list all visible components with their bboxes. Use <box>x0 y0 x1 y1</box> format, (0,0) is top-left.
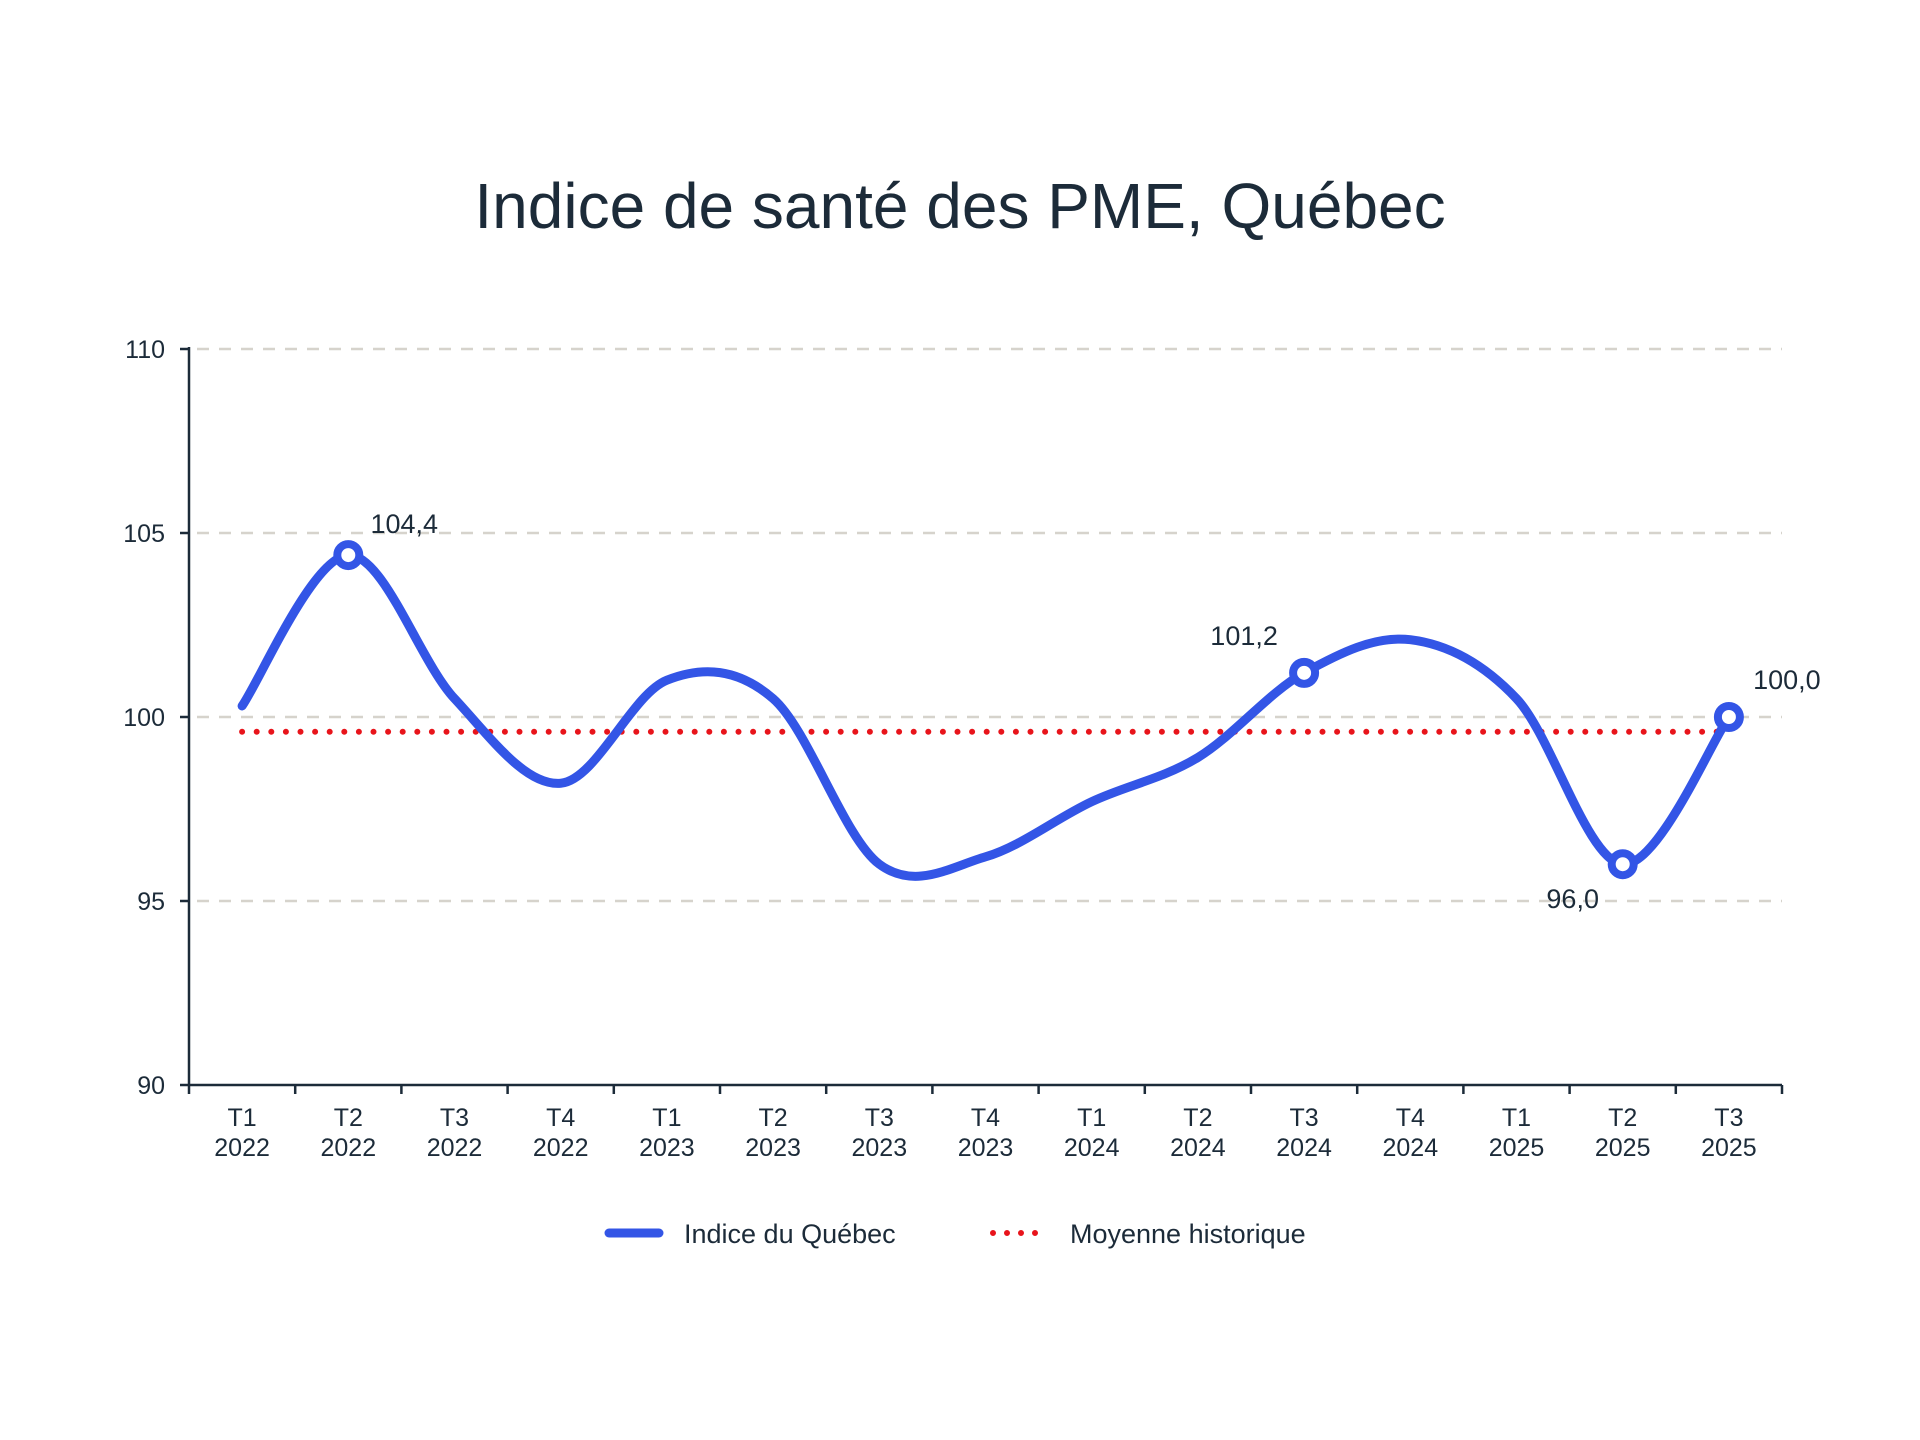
x-tick-label: T3 2022 <box>427 1104 483 1162</box>
data-point-marker <box>1713 702 1744 732</box>
data-point-marker <box>1289 657 1320 688</box>
x-tick-label: T1 2022 <box>214 1104 270 1162</box>
x-tick-label: T3 2023 <box>851 1104 907 1162</box>
legend: Indice du Québec Moyenne historique <box>604 1219 1306 1249</box>
data-label: 96,0 <box>1546 884 1599 914</box>
data-point-marker <box>333 540 364 571</box>
x-tick-label: T2 2023 <box>745 1104 801 1162</box>
grid-lines <box>197 347 1782 903</box>
data-point-marker <box>1607 849 1638 880</box>
x-tick-label: T4 2022 <box>533 1104 589 1162</box>
legend-label-moyenne: Moyenne historique <box>1070 1219 1306 1249</box>
data-label: 101,2 <box>1210 621 1278 651</box>
y-tick-label: 105 <box>123 520 165 548</box>
y-tick-label: 100 <box>123 704 165 732</box>
data-label: 100,0 <box>1753 665 1821 695</box>
series-group: 104,4 101,2 96,0 100,0 <box>237 509 1821 914</box>
x-axis: T1 2022 T2 2022 T3 2022 T4 2022 T1 2023 T2 2023 T3 20… <box>187 1083 1784 1162</box>
y-tick-label: 90 <box>137 1072 165 1100</box>
legend-label-indice: Indice du Québec <box>684 1219 896 1249</box>
x-tick-label: T3 2024 <box>1276 1104 1332 1162</box>
chart-title: Indice de santé des PME, Québec <box>474 170 1445 242</box>
y-tick-label: 95 <box>137 888 165 916</box>
x-tick-label: T1 2023 <box>639 1104 695 1162</box>
x-tick-label: T4 2024 <box>1382 1104 1438 1162</box>
x-tick-label: T3 2025 <box>1701 1104 1757 1162</box>
data-label: 104,4 <box>371 509 439 539</box>
x-tick-label: T2 2022 <box>320 1104 376 1162</box>
x-tick-label: T1 2025 <box>1489 1104 1545 1162</box>
series-line-indice-du-quebec <box>237 550 1734 881</box>
x-tick-label: T4 2023 <box>958 1104 1014 1162</box>
x-tick-label: T2 2024 <box>1170 1104 1226 1162</box>
y-axis: 90 95 100 105 110 <box>123 336 191 1100</box>
x-tick-label: T1 2024 <box>1064 1104 1120 1162</box>
x-tick-label: T2 2025 <box>1595 1104 1651 1162</box>
y-tick-label: 110 <box>125 336 165 364</box>
